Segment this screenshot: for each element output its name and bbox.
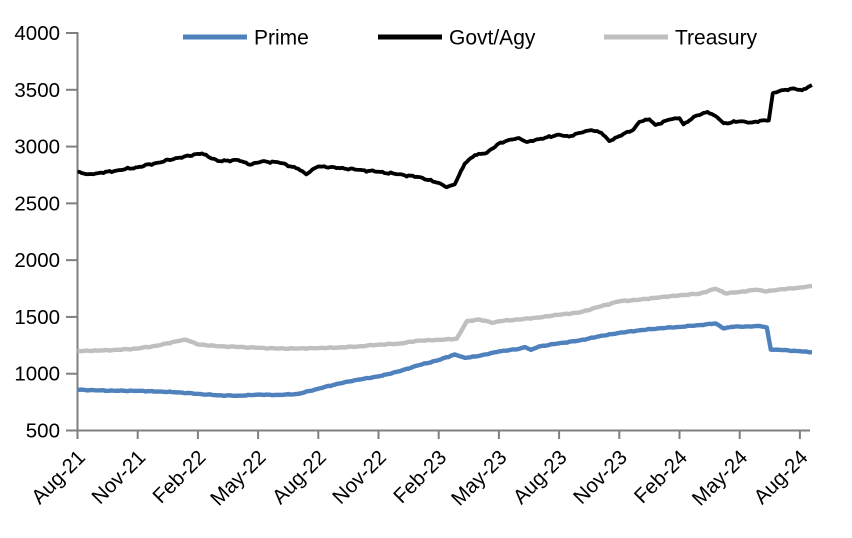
x-tick-label: May-22: [206, 446, 271, 511]
x-tick-label: Aug-23: [509, 446, 572, 509]
x-tick-label: Aug-24: [749, 446, 812, 509]
x-tick-label: Aug-22: [268, 446, 331, 509]
y-tick-label: 500: [26, 420, 60, 443]
y-tick-label: 2500: [14, 192, 60, 215]
y-tick-label: 4000: [14, 22, 60, 45]
x-axis: Aug-21Nov-21Feb-22May-22Aug-22Nov-22Feb-…: [27, 430, 812, 511]
x-tick-label: Nov-21: [87, 446, 150, 509]
y-tick-label: 3500: [14, 79, 60, 102]
x-tick-label: May-24: [688, 446, 753, 511]
x-tick-label: Aug-21: [27, 446, 90, 509]
legend-label-govt-agy: Govt/Agy: [449, 27, 536, 50]
x-tick-label: Feb-23: [389, 446, 451, 508]
y-tick-label: 3000: [14, 136, 60, 159]
series-line-treasury: [77, 283, 813, 354]
x-tick-label: Feb-22: [148, 446, 210, 508]
axes: [66, 33, 810, 439]
y-axis: 500 1000 1500 2000 2500 3000 3500 4000: [14, 22, 79, 443]
legend: Prime Govt/Agy Treasury: [183, 27, 758, 50]
y-tick-label: 1500: [14, 306, 60, 329]
legend-label-prime: Prime: [254, 27, 309, 50]
x-tick-label: Nov-23: [569, 446, 632, 509]
series-line-govt-agy: [77, 83, 813, 190]
series-line-prime: [77, 321, 813, 399]
y-tick-label: 2000: [14, 249, 60, 272]
y-tick-label: 1000: [14, 363, 60, 386]
x-tick-label: Feb-24: [630, 446, 692, 508]
x-tick-label: Nov-22: [328, 446, 391, 509]
legend-label-treasury: Treasury: [675, 27, 758, 50]
x-tick-label: May-23: [447, 446, 512, 511]
